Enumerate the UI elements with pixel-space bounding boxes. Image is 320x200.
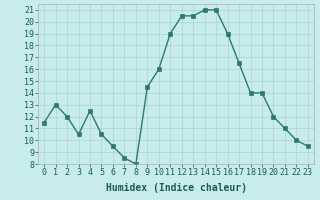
- X-axis label: Humidex (Indice chaleur): Humidex (Indice chaleur): [106, 183, 246, 193]
